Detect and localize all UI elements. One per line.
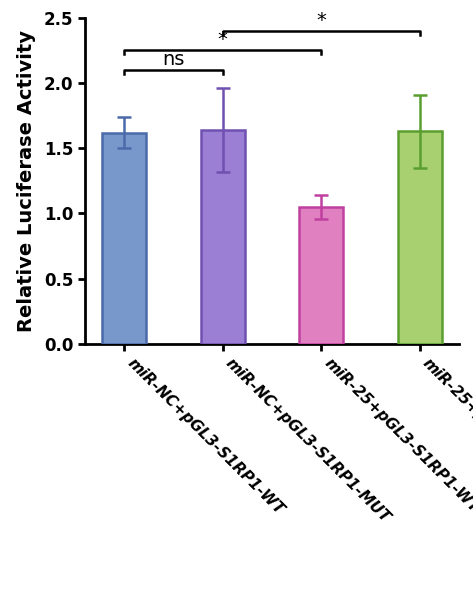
Y-axis label: Relative Luciferase Activity: Relative Luciferase Activity xyxy=(17,30,35,332)
Bar xyxy=(201,130,245,344)
Bar xyxy=(299,207,343,344)
Text: *: * xyxy=(316,11,326,30)
Text: *: * xyxy=(218,30,228,49)
Text: ns: ns xyxy=(162,50,184,69)
Bar xyxy=(102,133,147,344)
Bar xyxy=(397,131,442,344)
